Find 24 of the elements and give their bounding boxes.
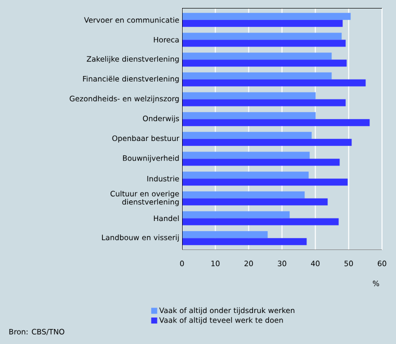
bar xyxy=(182,238,307,246)
bar xyxy=(182,152,310,159)
bar xyxy=(182,132,312,139)
bar xyxy=(182,52,332,60)
bar xyxy=(182,32,342,40)
bar xyxy=(182,60,347,67)
bar xyxy=(182,218,339,226)
bar xyxy=(182,72,332,80)
bar xyxy=(182,40,346,47)
bar xyxy=(182,99,346,106)
bar xyxy=(182,178,348,186)
bar xyxy=(182,191,305,198)
bar xyxy=(182,231,268,238)
bar xyxy=(182,119,370,126)
bar xyxy=(182,138,352,146)
bar xyxy=(182,20,343,27)
bar xyxy=(182,172,309,179)
bar xyxy=(182,79,366,86)
bar xyxy=(182,12,351,20)
bar xyxy=(182,198,328,206)
bar xyxy=(182,158,340,166)
bar xyxy=(182,211,290,218)
bar xyxy=(182,112,316,120)
bar xyxy=(182,92,316,100)
